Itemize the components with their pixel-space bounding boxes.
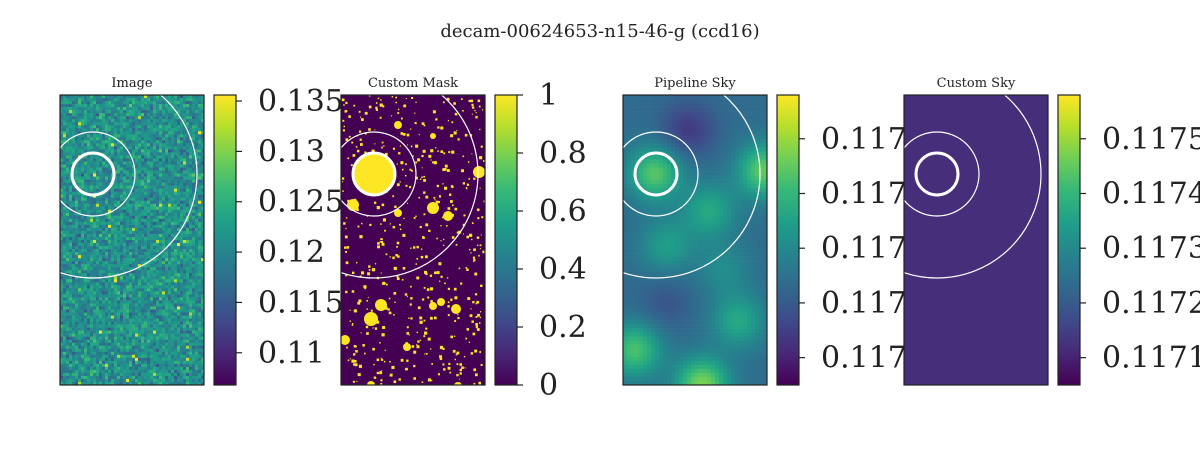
colorbar: [213, 94, 237, 386]
panel-frame: [59, 94, 205, 386]
panel-frame: [340, 94, 486, 386]
aperture-ring-1: [351, 151, 397, 197]
heatmap-image: [60, 95, 204, 385]
colorbar-tick-label: 0.1171: [1102, 341, 1200, 376]
panel-frame: [622, 94, 768, 386]
panel-title: Pipeline Sky: [654, 76, 736, 91]
colorbar: [776, 94, 800, 386]
panel-title: Custom Sky: [937, 76, 1016, 91]
aperture-ring-1: [914, 151, 960, 197]
colorbar-tick-label: 0.12: [258, 235, 325, 270]
aperture-ring-3: [341, 95, 479, 279]
panel-1: Image 0.11 0.115 0.12 0.125 0.13 0.135: [59, 76, 344, 386]
aperture-ring-3: [623, 95, 761, 279]
aperture-ring-1: [633, 151, 679, 197]
colorbar-tick-label: 0.11: [258, 336, 325, 371]
heatmap-image: [623, 95, 767, 385]
aperture-ring-2: [904, 131, 980, 217]
colorbar-tick-label: 0.4: [539, 252, 587, 287]
colorbar-tick-label: 0.115: [258, 285, 344, 320]
panel-2: Custom Mask 0 0.2 0.4 0.6 0.8 1: [340, 76, 587, 403]
aperture-ring-2: [341, 131, 417, 217]
colorbar-tick-label: 0.8: [539, 136, 587, 171]
colorbar-tick-label: 0.1173: [1102, 231, 1200, 266]
panel-4: Custom Sky 0.1171 0.1172 0.1173 0.1174 0.1175: [903, 76, 1200, 386]
aperture-ring-1: [70, 151, 116, 197]
aperture-ring-3: [60, 95, 198, 279]
aperture-ring-2: [60, 131, 136, 217]
colorbar-tick-label: 0.6: [539, 194, 587, 229]
colorbar-tick-label: 0.1174: [1102, 176, 1200, 211]
colorbar-tick-label: 0.1175: [1102, 122, 1200, 157]
figure-title: decam-00624653-n15-46-g (ccd16): [440, 21, 759, 42]
colorbar-tick-label: 0.2: [539, 310, 587, 345]
colorbar-tick-label: 0: [539, 368, 558, 403]
heatmap-image: [904, 95, 1048, 385]
colorbar: [1057, 94, 1081, 386]
colorbar-tick-label: 0.1172: [1102, 286, 1200, 321]
panel-title: Custom Mask: [368, 76, 458, 91]
panel-3: Pipeline Sky0.11710.11720.11730.11740.11…: [622, 76, 926, 386]
colorbar-tick-label: 1: [539, 78, 558, 113]
panel-frame: [903, 94, 1049, 386]
aperture-ring-2: [623, 131, 699, 217]
colorbar-tick-label: 0.125: [258, 185, 344, 220]
colorbar-tick-label: 0.135: [258, 84, 344, 119]
heatmap-image: [341, 95, 485, 385]
colorbar: [494, 94, 518, 386]
panel-title: Image: [111, 76, 153, 91]
aperture-ring-3: [904, 95, 1042, 279]
colorbar-tick-label: 0.13: [258, 134, 325, 169]
